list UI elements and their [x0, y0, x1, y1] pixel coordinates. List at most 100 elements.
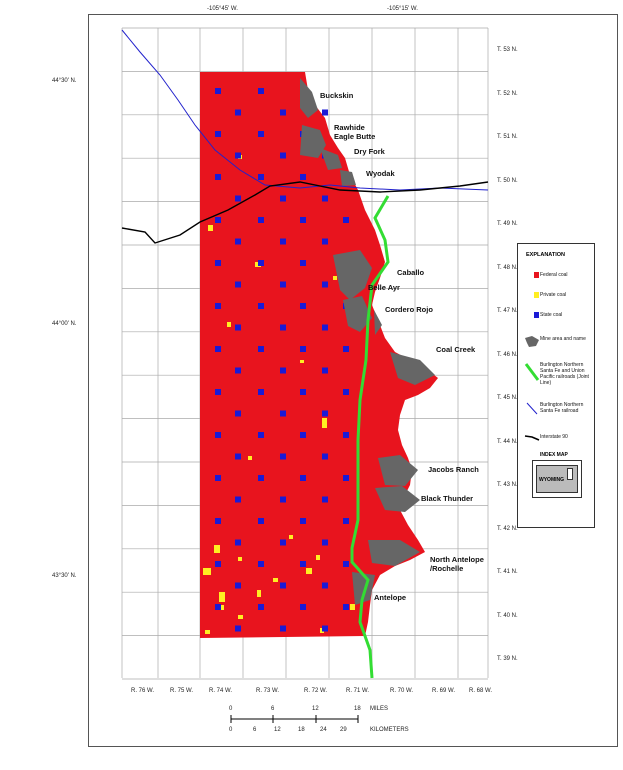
state-coal-square	[258, 389, 264, 395]
state-coal-square	[258, 303, 264, 309]
township-label: T. 42 N.	[497, 525, 518, 532]
state-coal-square	[280, 582, 286, 589]
interstate-90	[121, 181, 489, 244]
state-coal-square	[343, 389, 349, 395]
township-label: T. 45 N.	[497, 395, 518, 401]
state-coal-square	[235, 582, 241, 589]
km-tick-12: 12	[274, 727, 281, 733]
township-label: T. 49 N.	[497, 221, 518, 227]
state-coal-square	[300, 174, 306, 180]
legend-item-joint-line: Burlington Northern Santa Fe and Union P…	[522, 362, 594, 392]
state-coal-square	[235, 453, 241, 460]
state-coal-square	[235, 195, 241, 202]
study-area-box	[567, 468, 573, 480]
state-coal-square	[258, 88, 264, 94]
state-coal-square	[322, 496, 328, 503]
state-coal-square	[215, 346, 221, 352]
state-coal-square	[280, 410, 286, 417]
state-coal-square	[280, 152, 286, 159]
state-coal-square	[235, 539, 241, 546]
state-coal-square	[322, 238, 328, 245]
state-coal-square	[215, 303, 221, 309]
township-label: T. 44 N.	[497, 438, 518, 445]
state-coal-square	[215, 88, 221, 94]
state-coal-square	[300, 346, 306, 352]
state-coal-square	[215, 260, 221, 266]
state-coal-square	[300, 389, 306, 395]
km-tick-18: 18	[298, 727, 305, 733]
state-coal-square	[343, 346, 349, 352]
state-coal-square	[215, 604, 221, 610]
state-coal-square	[343, 561, 349, 567]
miles-tick-0: 0	[229, 706, 233, 712]
range-label: R. 76 W.	[131, 688, 155, 694]
state-coal-square	[235, 109, 241, 116]
state-coal-square	[258, 174, 264, 180]
state-coal-square	[215, 174, 221, 180]
township-label: T. 48 N.	[497, 264, 518, 271]
state-coal-square	[300, 432, 306, 438]
state-coal-square	[322, 625, 328, 632]
state-coal-square	[235, 410, 241, 417]
state-coal-square	[280, 238, 286, 245]
state-coal-square	[280, 195, 286, 202]
state-coal-square	[343, 518, 349, 524]
index-state-label: WYOMING	[539, 477, 564, 483]
lat-label-bottom: 43°30' N.	[52, 573, 77, 579]
state-coal-square	[322, 281, 328, 288]
mine-label-coal-creek: Coal Creek	[436, 345, 476, 354]
township-label: T. 43 N.	[497, 482, 518, 488]
km-tick-24: 24	[320, 727, 327, 733]
state-coal-square	[215, 475, 221, 481]
state-coal-square	[322, 453, 328, 460]
state-coal-square	[300, 561, 306, 567]
wyoming-outline: WYOMING	[536, 465, 578, 493]
range-label: R. 68 W.	[469, 688, 493, 694]
mine-label-black-thunder: Black Thunder	[421, 494, 474, 503]
township-label: T. 40 N.	[497, 612, 518, 619]
legend-item-bnsf: Burlington Northern Santa Fe railroad	[522, 402, 594, 416]
state-coal-square	[235, 281, 241, 288]
state-coal-square	[322, 109, 328, 116]
mine-label-buckskin: Buckskin	[320, 91, 354, 100]
state-coal-square	[235, 496, 241, 503]
lat-label-top: 44°30' N.	[52, 78, 77, 84]
state-coal-square	[258, 260, 264, 266]
km-tick-0: 0	[229, 727, 233, 733]
state-coal-square	[300, 604, 306, 610]
miles-tick-12: 12	[312, 706, 319, 712]
state-coal-square	[322, 195, 328, 202]
lon-label-left: -105°45' W.	[207, 6, 238, 12]
range-label: R. 70 W.	[390, 688, 414, 694]
mine-label-cordero-rojo: Cordero Rojo	[385, 305, 433, 314]
bnsf-railroad	[121, 29, 489, 191]
state-coal-square	[322, 324, 328, 331]
index-map: WYOMING	[532, 460, 582, 498]
state-coal-square	[280, 539, 286, 546]
state-coal-square	[280, 109, 286, 116]
state-coal-square	[343, 432, 349, 438]
state-coal-square	[215, 561, 221, 567]
km-tick-6: 6	[253, 727, 257, 733]
township-label: T. 39 N.	[497, 656, 518, 662]
legend: EXPLANATION Federal coal Private coal St…	[517, 243, 595, 528]
state-coal-square	[235, 625, 241, 632]
state-coal-square	[280, 324, 286, 331]
lon-label-right: -105°15' W.	[387, 6, 418, 12]
state-coal-square	[343, 604, 349, 610]
mine-label-dry-fork: Dry Fork	[354, 147, 385, 156]
scale-bars	[230, 715, 359, 723]
lat-label-mid: 44°00' N.	[52, 321, 77, 327]
state-coal-square	[343, 217, 349, 223]
state-coal-square	[280, 281, 286, 288]
federal-coal-area	[200, 72, 438, 638]
range-label: R. 69 W.	[432, 688, 456, 694]
index-map-title: INDEX MAP	[540, 452, 568, 458]
state-coal-square	[215, 518, 221, 524]
state-coal-square	[215, 389, 221, 395]
state-coal-square	[300, 217, 306, 223]
km-label: KILOMETERS	[370, 727, 409, 733]
township-label: T. 41 N.	[497, 569, 518, 575]
township-label: T. 47 N.	[497, 308, 518, 314]
